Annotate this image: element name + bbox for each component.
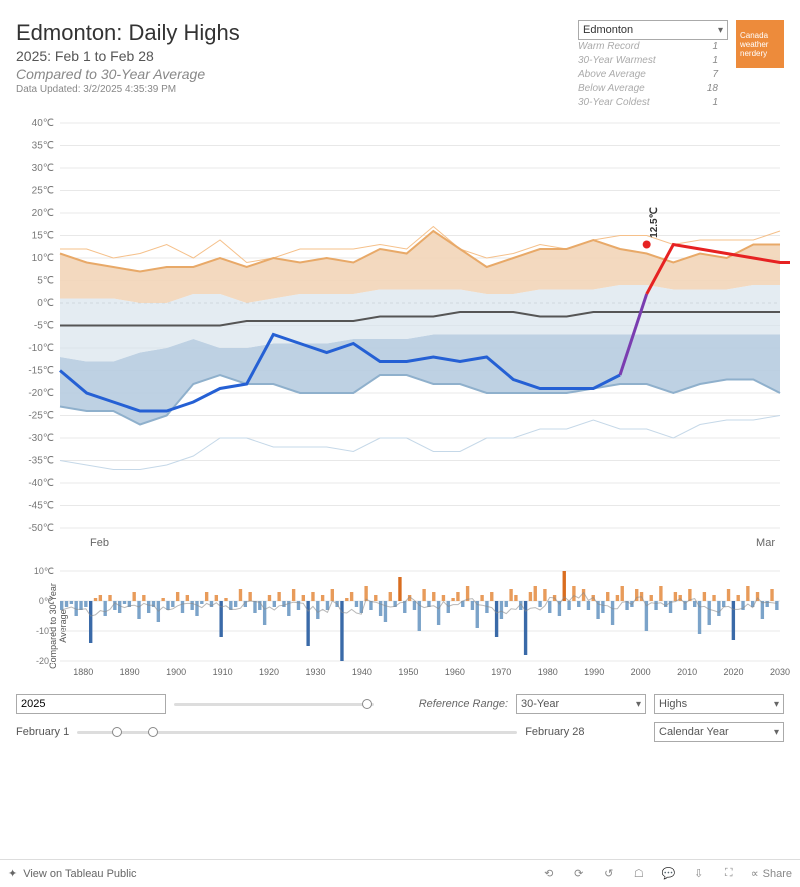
svg-text:1990: 1990: [584, 667, 604, 677]
svg-text:Feb: Feb: [90, 537, 109, 549]
updated-text: Data Updated: 3/2/2025 4:35:39 PM: [16, 84, 578, 95]
svg-text:-30℃: -30℃: [28, 433, 54, 444]
svg-text:1920: 1920: [259, 667, 279, 677]
svg-text:35℃: 35℃: [32, 141, 54, 152]
svg-text:2030: 2030: [770, 667, 790, 677]
city-select[interactable]: Edmonton: [578, 20, 728, 40]
svg-text:-50℃: -50℃: [28, 523, 54, 534]
svg-text:-25℃: -25℃: [28, 411, 54, 422]
fullscreen-icon[interactable]: ⛶: [721, 866, 737, 882]
svg-text:Mar: Mar: [756, 537, 775, 549]
svg-text:1950: 1950: [398, 667, 418, 677]
share-button[interactable]: ∝ Share: [751, 866, 792, 882]
svg-text:-5℃: -5℃: [34, 321, 54, 332]
logo: Canada weather nerdery: [736, 20, 784, 68]
svg-text:30℃: 30℃: [32, 163, 54, 174]
year-input[interactable]: [16, 694, 166, 714]
svg-text:-20..: -20..: [36, 656, 54, 666]
download-icon[interactable]: ⇩: [691, 866, 707, 882]
svg-text:0℃: 0℃: [39, 596, 54, 606]
svg-text:40℃: 40℃: [32, 118, 54, 129]
view-on-tableau-link[interactable]: ✦ View on Tableau Public: [8, 867, 137, 880]
date-end-label: February 28: [525, 726, 584, 738]
svg-text:15℃: 15℃: [32, 231, 54, 242]
main-chart[interactable]: -50℃ -45℃ -40℃ -35℃ -30℃ -25℃ -20℃ -15℃ -10℃ -5℃ 0…: [10, 118, 790, 558]
svg-text:1930: 1930: [305, 667, 325, 677]
svg-text:-45℃: -45℃: [28, 501, 54, 512]
subtitle-dates: 2025: Feb 1 to Feb 28: [16, 48, 578, 64]
period-select[interactable]: Calendar Year: [654, 722, 784, 742]
subtitle-comparison: Compared to 30-Year Average: [16, 66, 578, 82]
svg-text:-40℃: -40℃: [28, 478, 54, 489]
anomaly-chart[interactable]: Compared to 30-Year Average 10℃0℃-10..-2…: [10, 566, 790, 686]
date-start-label: February 1: [16, 726, 69, 738]
notify-icon[interactable]: ☖: [631, 866, 647, 882]
svg-text:5℃: 5℃: [37, 276, 54, 287]
tableau-icon: ✦: [8, 867, 17, 880]
svg-text:2010: 2010: [677, 667, 697, 677]
undo-icon[interactable]: ⟲: [541, 866, 557, 882]
revert-icon[interactable]: ↺: [601, 866, 617, 882]
svg-text:10℃: 10℃: [34, 566, 54, 576]
svg-text:-35℃: -35℃: [28, 456, 54, 467]
svg-text:-10..: -10..: [36, 626, 54, 636]
svg-text:2020: 2020: [724, 667, 744, 677]
metric-select[interactable]: Highs: [654, 694, 784, 714]
ref-range-label: Reference Range:: [419, 698, 508, 710]
peak-annotation: 12.5℃: [649, 207, 660, 238]
svg-text:-20℃: -20℃: [28, 388, 54, 399]
svg-text:1960: 1960: [445, 667, 465, 677]
svg-text:1980: 1980: [538, 667, 558, 677]
date-range-slider[interactable]: [77, 731, 517, 734]
svg-text:1940: 1940: [352, 667, 372, 677]
redo-icon[interactable]: ⟳: [571, 866, 587, 882]
svg-text:1900: 1900: [166, 667, 186, 677]
svg-text:1880: 1880: [73, 667, 93, 677]
svg-text:25℃: 25℃: [32, 186, 54, 197]
ref-range-select[interactable]: 30-Year: [516, 694, 646, 714]
svg-text:0℃: 0℃: [37, 298, 54, 309]
svg-text:1890: 1890: [120, 667, 140, 677]
svg-text:2000: 2000: [631, 667, 651, 677]
svg-text:-10℃: -10℃: [28, 343, 54, 354]
svg-text:20℃: 20℃: [32, 208, 54, 219]
svg-text:10℃: 10℃: [32, 253, 54, 264]
svg-text:1910: 1910: [213, 667, 233, 677]
svg-text:-15℃: -15℃: [28, 366, 54, 377]
year-slider[interactable]: [174, 703, 374, 706]
page-title: Edmonton: Daily Highs: [16, 20, 578, 46]
legend-box: Warm Record130-Year Warmest1Above Averag…: [578, 40, 728, 110]
comment-icon[interactable]: 💬: [661, 866, 677, 882]
svg-text:1970: 1970: [491, 667, 511, 677]
